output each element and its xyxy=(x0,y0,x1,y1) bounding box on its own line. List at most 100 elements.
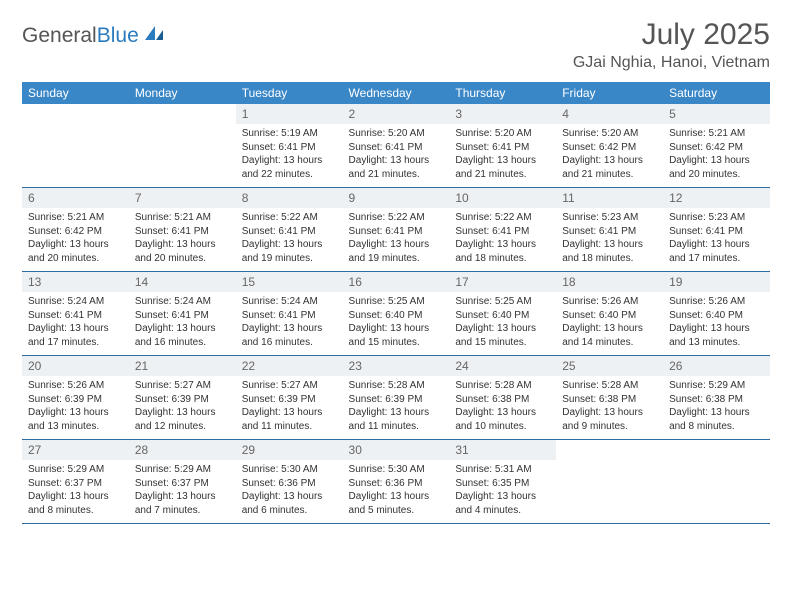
sunrise: Sunrise: 5:23 AM xyxy=(669,211,764,225)
sunrise: Sunrise: 5:23 AM xyxy=(562,211,657,225)
daylight: Daylight: 13 hours and 19 minutes. xyxy=(349,238,444,265)
day-info: Sunrise: 5:25 AMSunset: 6:40 PMDaylight:… xyxy=(449,292,556,356)
daynum-row: 12345 xyxy=(22,104,770,124)
sunset: Sunset: 6:41 PM xyxy=(349,225,444,239)
daylight: Daylight: 13 hours and 17 minutes. xyxy=(669,238,764,265)
sunrise: Sunrise: 5:27 AM xyxy=(242,379,337,393)
daylight: Daylight: 13 hours and 13 minutes. xyxy=(28,406,123,433)
info-row: Sunrise: 5:21 AMSunset: 6:42 PMDaylight:… xyxy=(22,208,770,272)
sunrise: Sunrise: 5:21 AM xyxy=(669,127,764,141)
daylight: Daylight: 13 hours and 17 minutes. xyxy=(28,322,123,349)
day-number xyxy=(22,104,129,124)
day-info: Sunrise: 5:21 AMSunset: 6:42 PMDaylight:… xyxy=(663,124,770,188)
logo-text-1: General xyxy=(22,24,97,48)
day-number: 16 xyxy=(343,272,450,293)
sunrise: Sunrise: 5:20 AM xyxy=(455,127,550,141)
day-number: 18 xyxy=(556,272,663,293)
day-number: 20 xyxy=(22,356,129,377)
sunset: Sunset: 6:37 PM xyxy=(135,477,230,491)
day-number: 2 xyxy=(343,104,450,124)
header-row: Sunday Monday Tuesday Wednesday Thursday… xyxy=(22,82,770,104)
daylight: Daylight: 13 hours and 14 minutes. xyxy=(562,322,657,349)
day-number: 7 xyxy=(129,188,236,209)
day-number: 11 xyxy=(556,188,663,209)
info-row: Sunrise: 5:29 AMSunset: 6:37 PMDaylight:… xyxy=(22,460,770,524)
info-row: Sunrise: 5:26 AMSunset: 6:39 PMDaylight:… xyxy=(22,376,770,440)
daylight: Daylight: 13 hours and 15 minutes. xyxy=(455,322,550,349)
sunset: Sunset: 6:40 PM xyxy=(349,309,444,323)
sail-icon xyxy=(143,24,167,48)
day-info: Sunrise: 5:19 AMSunset: 6:41 PMDaylight:… xyxy=(236,124,343,188)
daylight: Daylight: 13 hours and 21 minutes. xyxy=(455,154,550,181)
sunrise: Sunrise: 5:19 AM xyxy=(242,127,337,141)
day-info xyxy=(663,460,770,524)
daylight: Daylight: 13 hours and 9 minutes. xyxy=(562,406,657,433)
day-number: 6 xyxy=(22,188,129,209)
day-info xyxy=(556,460,663,524)
sunrise: Sunrise: 5:22 AM xyxy=(242,211,337,225)
day-number xyxy=(556,440,663,461)
sunset: Sunset: 6:41 PM xyxy=(135,225,230,239)
day-info: Sunrise: 5:20 AMSunset: 6:41 PMDaylight:… xyxy=(449,124,556,188)
daylight: Daylight: 13 hours and 4 minutes. xyxy=(455,490,550,517)
daylight: Daylight: 13 hours and 15 minutes. xyxy=(349,322,444,349)
title-block: July 2025 GJai Nghia, Hanoi, Vietnam xyxy=(573,18,770,72)
day-info: Sunrise: 5:21 AMSunset: 6:41 PMDaylight:… xyxy=(129,208,236,272)
day-number: 28 xyxy=(129,440,236,461)
day-number: 25 xyxy=(556,356,663,377)
sunrise: Sunrise: 5:30 AM xyxy=(242,463,337,477)
sunset: Sunset: 6:37 PM xyxy=(28,477,123,491)
sunset: Sunset: 6:41 PM xyxy=(455,141,550,155)
sunrise: Sunrise: 5:26 AM xyxy=(562,295,657,309)
sunset: Sunset: 6:36 PM xyxy=(242,477,337,491)
sunrise: Sunrise: 5:29 AM xyxy=(669,379,764,393)
sunset: Sunset: 6:36 PM xyxy=(349,477,444,491)
day-number: 31 xyxy=(449,440,556,461)
info-row: Sunrise: 5:24 AMSunset: 6:41 PMDaylight:… xyxy=(22,292,770,356)
day-number: 29 xyxy=(236,440,343,461)
col-sat: Saturday xyxy=(663,82,770,104)
header: GeneralBlue July 2025 GJai Nghia, Hanoi,… xyxy=(22,18,770,72)
sunrise: Sunrise: 5:27 AM xyxy=(135,379,230,393)
col-thu: Thursday xyxy=(449,82,556,104)
day-info xyxy=(22,124,129,188)
day-info: Sunrise: 5:28 AMSunset: 6:39 PMDaylight:… xyxy=(343,376,450,440)
sunset: Sunset: 6:41 PM xyxy=(242,141,337,155)
sunrise: Sunrise: 5:22 AM xyxy=(349,211,444,225)
info-row: Sunrise: 5:19 AMSunset: 6:41 PMDaylight:… xyxy=(22,124,770,188)
col-sun: Sunday xyxy=(22,82,129,104)
sunset: Sunset: 6:41 PM xyxy=(669,225,764,239)
calendar-body: 12345Sunrise: 5:19 AMSunset: 6:41 PMDayl… xyxy=(22,104,770,524)
sunset: Sunset: 6:41 PM xyxy=(562,225,657,239)
day-number: 19 xyxy=(663,272,770,293)
day-number: 1 xyxy=(236,104,343,124)
daynum-row: 13141516171819 xyxy=(22,272,770,293)
day-info: Sunrise: 5:26 AMSunset: 6:39 PMDaylight:… xyxy=(22,376,129,440)
sunrise: Sunrise: 5:20 AM xyxy=(349,127,444,141)
day-number: 10 xyxy=(449,188,556,209)
sunset: Sunset: 6:41 PM xyxy=(28,309,123,323)
month-title: July 2025 xyxy=(573,18,770,52)
daylight: Daylight: 13 hours and 20 minutes. xyxy=(669,154,764,181)
sunset: Sunset: 6:39 PM xyxy=(135,393,230,407)
day-number: 23 xyxy=(343,356,450,377)
day-info: Sunrise: 5:28 AMSunset: 6:38 PMDaylight:… xyxy=(449,376,556,440)
daylight: Daylight: 13 hours and 16 minutes. xyxy=(242,322,337,349)
day-info: Sunrise: 5:23 AMSunset: 6:41 PMDaylight:… xyxy=(556,208,663,272)
sunrise: Sunrise: 5:22 AM xyxy=(455,211,550,225)
sunrise: Sunrise: 5:28 AM xyxy=(455,379,550,393)
daylight: Daylight: 13 hours and 8 minutes. xyxy=(669,406,764,433)
daynum-row: 20212223242526 xyxy=(22,356,770,377)
sunrise: Sunrise: 5:29 AM xyxy=(135,463,230,477)
day-number: 15 xyxy=(236,272,343,293)
col-fri: Friday xyxy=(556,82,663,104)
daylight: Daylight: 13 hours and 5 minutes. xyxy=(349,490,444,517)
day-info: Sunrise: 5:30 AMSunset: 6:36 PMDaylight:… xyxy=(343,460,450,524)
day-number xyxy=(129,104,236,124)
day-number: 27 xyxy=(22,440,129,461)
calendar-table: Sunday Monday Tuesday Wednesday Thursday… xyxy=(22,82,770,524)
day-number: 9 xyxy=(343,188,450,209)
daylight: Daylight: 13 hours and 21 minutes. xyxy=(349,154,444,181)
daylight: Daylight: 13 hours and 18 minutes. xyxy=(562,238,657,265)
day-info: Sunrise: 5:22 AMSunset: 6:41 PMDaylight:… xyxy=(236,208,343,272)
